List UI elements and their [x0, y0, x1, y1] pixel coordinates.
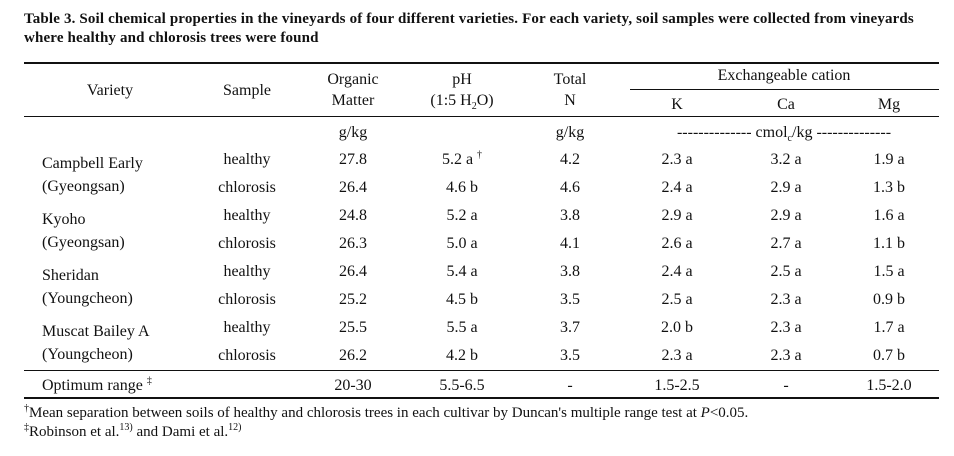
cell-k: 2.4 a: [661, 263, 693, 280]
cell-sample: chlorosis: [218, 179, 276, 196]
bottom-rule: [24, 397, 939, 399]
variety-location: (Youngcheon): [42, 346, 133, 363]
cell-k: 2.6 a: [661, 235, 693, 252]
cell-mg: 1.6 a: [873, 207, 905, 224]
cell-ph: 5.0 a: [446, 235, 478, 252]
cell-n: 3.8: [560, 207, 580, 224]
cell-k: 2.4 a: [661, 179, 693, 196]
cell-ca: 2.3 a: [770, 291, 802, 308]
cell-k: 2.3 a: [661, 151, 693, 168]
cell-om: 24.8: [339, 207, 367, 224]
variety-name: Muscat Bailey A: [42, 323, 150, 340]
cell-ca: 3.2 a: [770, 151, 802, 168]
cell-ca: 2.3 a: [770, 347, 802, 364]
cell-om: 26.4: [339, 179, 367, 196]
cell-om: 25.5: [339, 319, 367, 336]
optimum-rule: [24, 370, 939, 371]
optimum-k: 1.5-2.5: [654, 377, 700, 394]
footnote-duncan: †Mean separation between soils of health…: [24, 403, 749, 422]
cell-ph: 5.2 a: [446, 207, 478, 224]
header-exchangeable: Exchangeable cation: [717, 67, 851, 84]
cell-sample: chlorosis: [218, 291, 276, 308]
table-caption: Table 3. Soil chemical properties in the…: [24, 11, 914, 46]
cell-om: 27.8: [339, 151, 367, 168]
cell-mg: 1.1 b: [873, 235, 905, 252]
cell-mg: 1.5 a: [873, 263, 905, 280]
top-rule: [24, 62, 939, 64]
variety-name: Kyoho: [42, 211, 86, 228]
cell-ca: 2.9 a: [770, 207, 802, 224]
header-ca: Ca: [777, 96, 795, 113]
optimum-label: Optimum range ‡: [42, 375, 152, 394]
cell-mg: 0.9 b: [873, 291, 905, 308]
cell-sample: healthy: [223, 207, 271, 224]
optimum-ph: 5.5-6.5: [439, 377, 485, 394]
cell-sample: healthy: [223, 151, 271, 168]
cell-n: 3.5: [560, 291, 580, 308]
optimum-mg: 1.5-2.0: [866, 377, 912, 394]
header-organic-1: Organic: [327, 71, 379, 88]
exchangeable-underline: [630, 89, 939, 90]
cell-om: 26.4: [339, 263, 367, 280]
cell-sample: chlorosis: [218, 235, 276, 252]
footnote-references: ‡Robinson et al.13) and Dami et al.12): [24, 422, 242, 441]
cell-ph: 5.4 a: [446, 263, 478, 280]
cell-ph: 4.2 b: [446, 347, 478, 364]
cell-ca: 2.5 a: [770, 263, 802, 280]
cell-ph: 4.6 b: [446, 179, 478, 196]
cell-n: 4.2: [560, 151, 580, 168]
cell-n: 3.8: [560, 263, 580, 280]
cell-n: 4.6: [560, 179, 580, 196]
cell-sample: chlorosis: [218, 347, 276, 364]
cell-ph: 4.5 b: [446, 291, 478, 308]
cell-ca: 2.7 a: [770, 235, 802, 252]
unit-organic: g/kg: [338, 124, 368, 141]
variety-location: (Gyeongsan): [42, 234, 125, 251]
cell-mg: 1.3 b: [873, 179, 905, 196]
cell-n: 4.1: [560, 235, 580, 252]
cell-sample: healthy: [223, 263, 271, 280]
header-ph-2: (1:5 H2O): [430, 92, 494, 113]
variety-name: Campbell Early: [42, 155, 143, 172]
cell-om: 26.2: [339, 347, 367, 364]
cell-k: 2.3 a: [661, 347, 693, 364]
header-organic-2: Matter: [331, 92, 375, 109]
cell-om: 26.3: [339, 235, 367, 252]
header-rule: [24, 116, 939, 117]
optimum-ca: -: [783, 377, 789, 394]
cell-ph: 5.2 a †: [441, 149, 483, 168]
optimum-om: 20-30: [334, 377, 372, 394]
cell-n: 3.7: [560, 319, 580, 336]
cell-ca: 2.9 a: [770, 179, 802, 196]
cell-n: 3.5: [560, 347, 580, 364]
variety-location: (Gyeongsan): [42, 178, 125, 195]
variety-location: (Youngcheon): [42, 290, 133, 307]
cell-ca: 2.3 a: [770, 319, 802, 336]
cell-k: 2.0 b: [661, 319, 693, 336]
header-ph-1: pH: [452, 71, 472, 88]
cell-k: 2.9 a: [661, 207, 693, 224]
header-totaln-1: Total: [553, 71, 587, 88]
cell-mg: 1.7 a: [873, 319, 905, 336]
header-k: K: [671, 96, 683, 113]
cell-mg: 0.7 b: [873, 347, 905, 364]
cell-om: 25.2: [339, 291, 367, 308]
variety-name: Sheridan: [42, 267, 99, 284]
unit-total-n: g/kg: [555, 124, 585, 141]
cell-sample: healthy: [223, 319, 271, 336]
cell-mg: 1.9 a: [873, 151, 905, 168]
optimum-n: -: [567, 377, 573, 394]
header-mg: Mg: [877, 96, 901, 113]
cell-k: 2.5 a: [661, 291, 693, 308]
header-totaln-2: N: [564, 92, 576, 109]
unit-cation: -------------- cmolc/kg --------------: [676, 124, 892, 145]
header-variety: Variety: [86, 82, 134, 99]
cell-ph: 5.5 a: [446, 319, 478, 336]
header-sample: Sample: [223, 82, 271, 99]
